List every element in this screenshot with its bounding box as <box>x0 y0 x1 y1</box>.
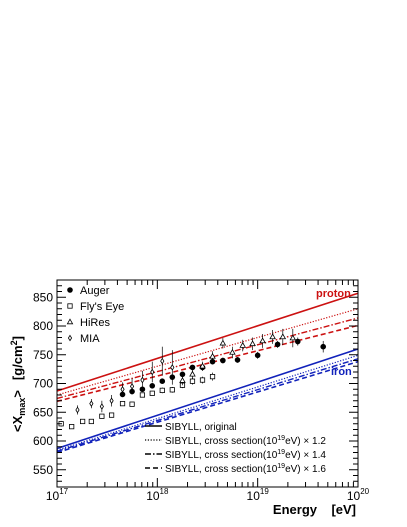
mia-point <box>89 400 94 407</box>
iron-line-x1.6 <box>56 360 359 454</box>
fly-s-eye-point <box>159 387 165 394</box>
fly-s-eye-point <box>169 387 175 393</box>
auger-point <box>274 341 281 348</box>
hires-point <box>289 334 297 341</box>
mia-legend-label: MIA <box>80 333 100 345</box>
hires-legend-marker <box>66 318 74 325</box>
proton-line-x1.2 <box>56 308 359 396</box>
y-axis-title: <Xmax> [g/cm2] <box>9 336 27 432</box>
mia-point <box>99 403 104 410</box>
y-axis-ticks: 550 600 650 700 750 800 850 <box>33 285 358 482</box>
fly-s-eye-point <box>99 413 105 419</box>
mia-point <box>140 376 145 384</box>
x-tick-label: 1019 <box>247 487 270 503</box>
auger-point <box>149 383 156 389</box>
iron-annotation: iron <box>331 366 352 378</box>
mia-point <box>150 368 155 376</box>
y-axis-title-main: <X <box>10 415 25 432</box>
hires-point <box>269 333 276 340</box>
x-tick-label: 1018 <box>146 487 169 503</box>
y-tick-label: 850 <box>33 290 53 304</box>
proton-line-x1.4 <box>56 317 359 400</box>
auger-legend-label: Auger <box>80 285 110 297</box>
fly-s-eye-point <box>88 418 94 425</box>
auger-point <box>179 371 186 378</box>
y-axis-title-sub: max <box>17 398 27 416</box>
hires-legend-label: HiRes <box>80 317 110 329</box>
hires-point <box>249 340 256 347</box>
fly-s-eye-point <box>209 373 216 380</box>
fly-s-eye-point <box>189 378 196 384</box>
hires-point <box>239 341 247 348</box>
hires-point <box>229 348 236 355</box>
model-legend: SIBYLL, original SIBYLL, cross section(10… <box>145 422 326 475</box>
mia-point <box>129 383 135 390</box>
y-tick-label: 650 <box>33 405 53 419</box>
y-tick-label: 800 <box>33 319 53 333</box>
y-tick-label: 700 <box>33 377 53 391</box>
x-axis-ticks: 1017 1018 1019 1020 <box>46 280 370 503</box>
iron-line-original <box>56 348 359 450</box>
y-axis-title-close: > <box>10 390 25 398</box>
iron-line-x1.2 <box>56 354 359 451</box>
proton-line-x1.6 <box>56 324 359 403</box>
model-legend-label: SIBYLL, cross section(1019eV) × 1.2 <box>165 435 326 447</box>
y-axis-unit: [g/cm <box>10 345 25 380</box>
auger-point <box>159 378 166 385</box>
y-tick-label: 550 <box>33 463 53 477</box>
x-axis-title: Energy [eV] <box>273 502 356 517</box>
fly-s-eye-legend-label: Fly's Eye <box>80 301 124 313</box>
auger-point <box>189 364 196 371</box>
fly-s-eye-point <box>149 390 155 396</box>
proton-annotation: proton <box>316 288 351 300</box>
fly-s-eye-point <box>129 401 135 407</box>
fly-s-eye-point <box>139 392 146 398</box>
model-lines <box>56 292 359 454</box>
fly-s-eye-point <box>119 401 126 407</box>
proton-line-original <box>56 292 359 392</box>
hires-point <box>259 337 266 344</box>
y-tick-label: 750 <box>33 348 53 362</box>
y-axis-unit-close: ] <box>10 336 25 340</box>
model-legend-label: SIBYLL, cross section(1019eV) × 1.4 <box>165 449 326 461</box>
iron-line-x1.4 <box>56 358 359 453</box>
auger-point <box>294 338 301 345</box>
auger-point <box>209 358 216 365</box>
y-axis-unit-sup: 2 <box>9 340 19 345</box>
hires-point <box>199 362 206 369</box>
auger-point <box>320 343 327 350</box>
hires-point <box>219 339 227 346</box>
auger-point <box>234 357 241 363</box>
fly-s-eye-legend-marker <box>67 303 73 309</box>
data-legend: Auger Fly's Eye HiRes MIA <box>66 285 124 345</box>
hires-point <box>179 377 186 383</box>
fly-s-eye-point <box>108 412 115 418</box>
fly-s-eye-point <box>80 418 86 425</box>
data-points <box>58 328 327 430</box>
mia-legend-marker <box>67 334 73 342</box>
mia-point <box>75 406 80 414</box>
auger-point <box>254 352 261 359</box>
mia-point <box>170 364 175 371</box>
fly-s-eye-point <box>199 377 206 383</box>
hires-point <box>209 352 216 359</box>
hires-point <box>189 370 196 377</box>
hires-point <box>279 333 287 340</box>
x-tick-label: 1017 <box>46 487 69 503</box>
mia-point <box>120 385 125 393</box>
auger-point <box>220 357 226 364</box>
x-tick-label: 1020 <box>347 487 370 503</box>
auger-legend-marker <box>67 287 73 293</box>
model-legend-label: SIBYLL, cross section(1019eV) × 1.6 <box>165 463 326 475</box>
model-legend-label: SIBYLL, original <box>165 422 237 433</box>
y-tick-label: 600 <box>33 434 53 448</box>
mia-point <box>160 357 165 365</box>
fly-s-eye-point <box>69 424 75 430</box>
mia-point <box>109 397 114 405</box>
